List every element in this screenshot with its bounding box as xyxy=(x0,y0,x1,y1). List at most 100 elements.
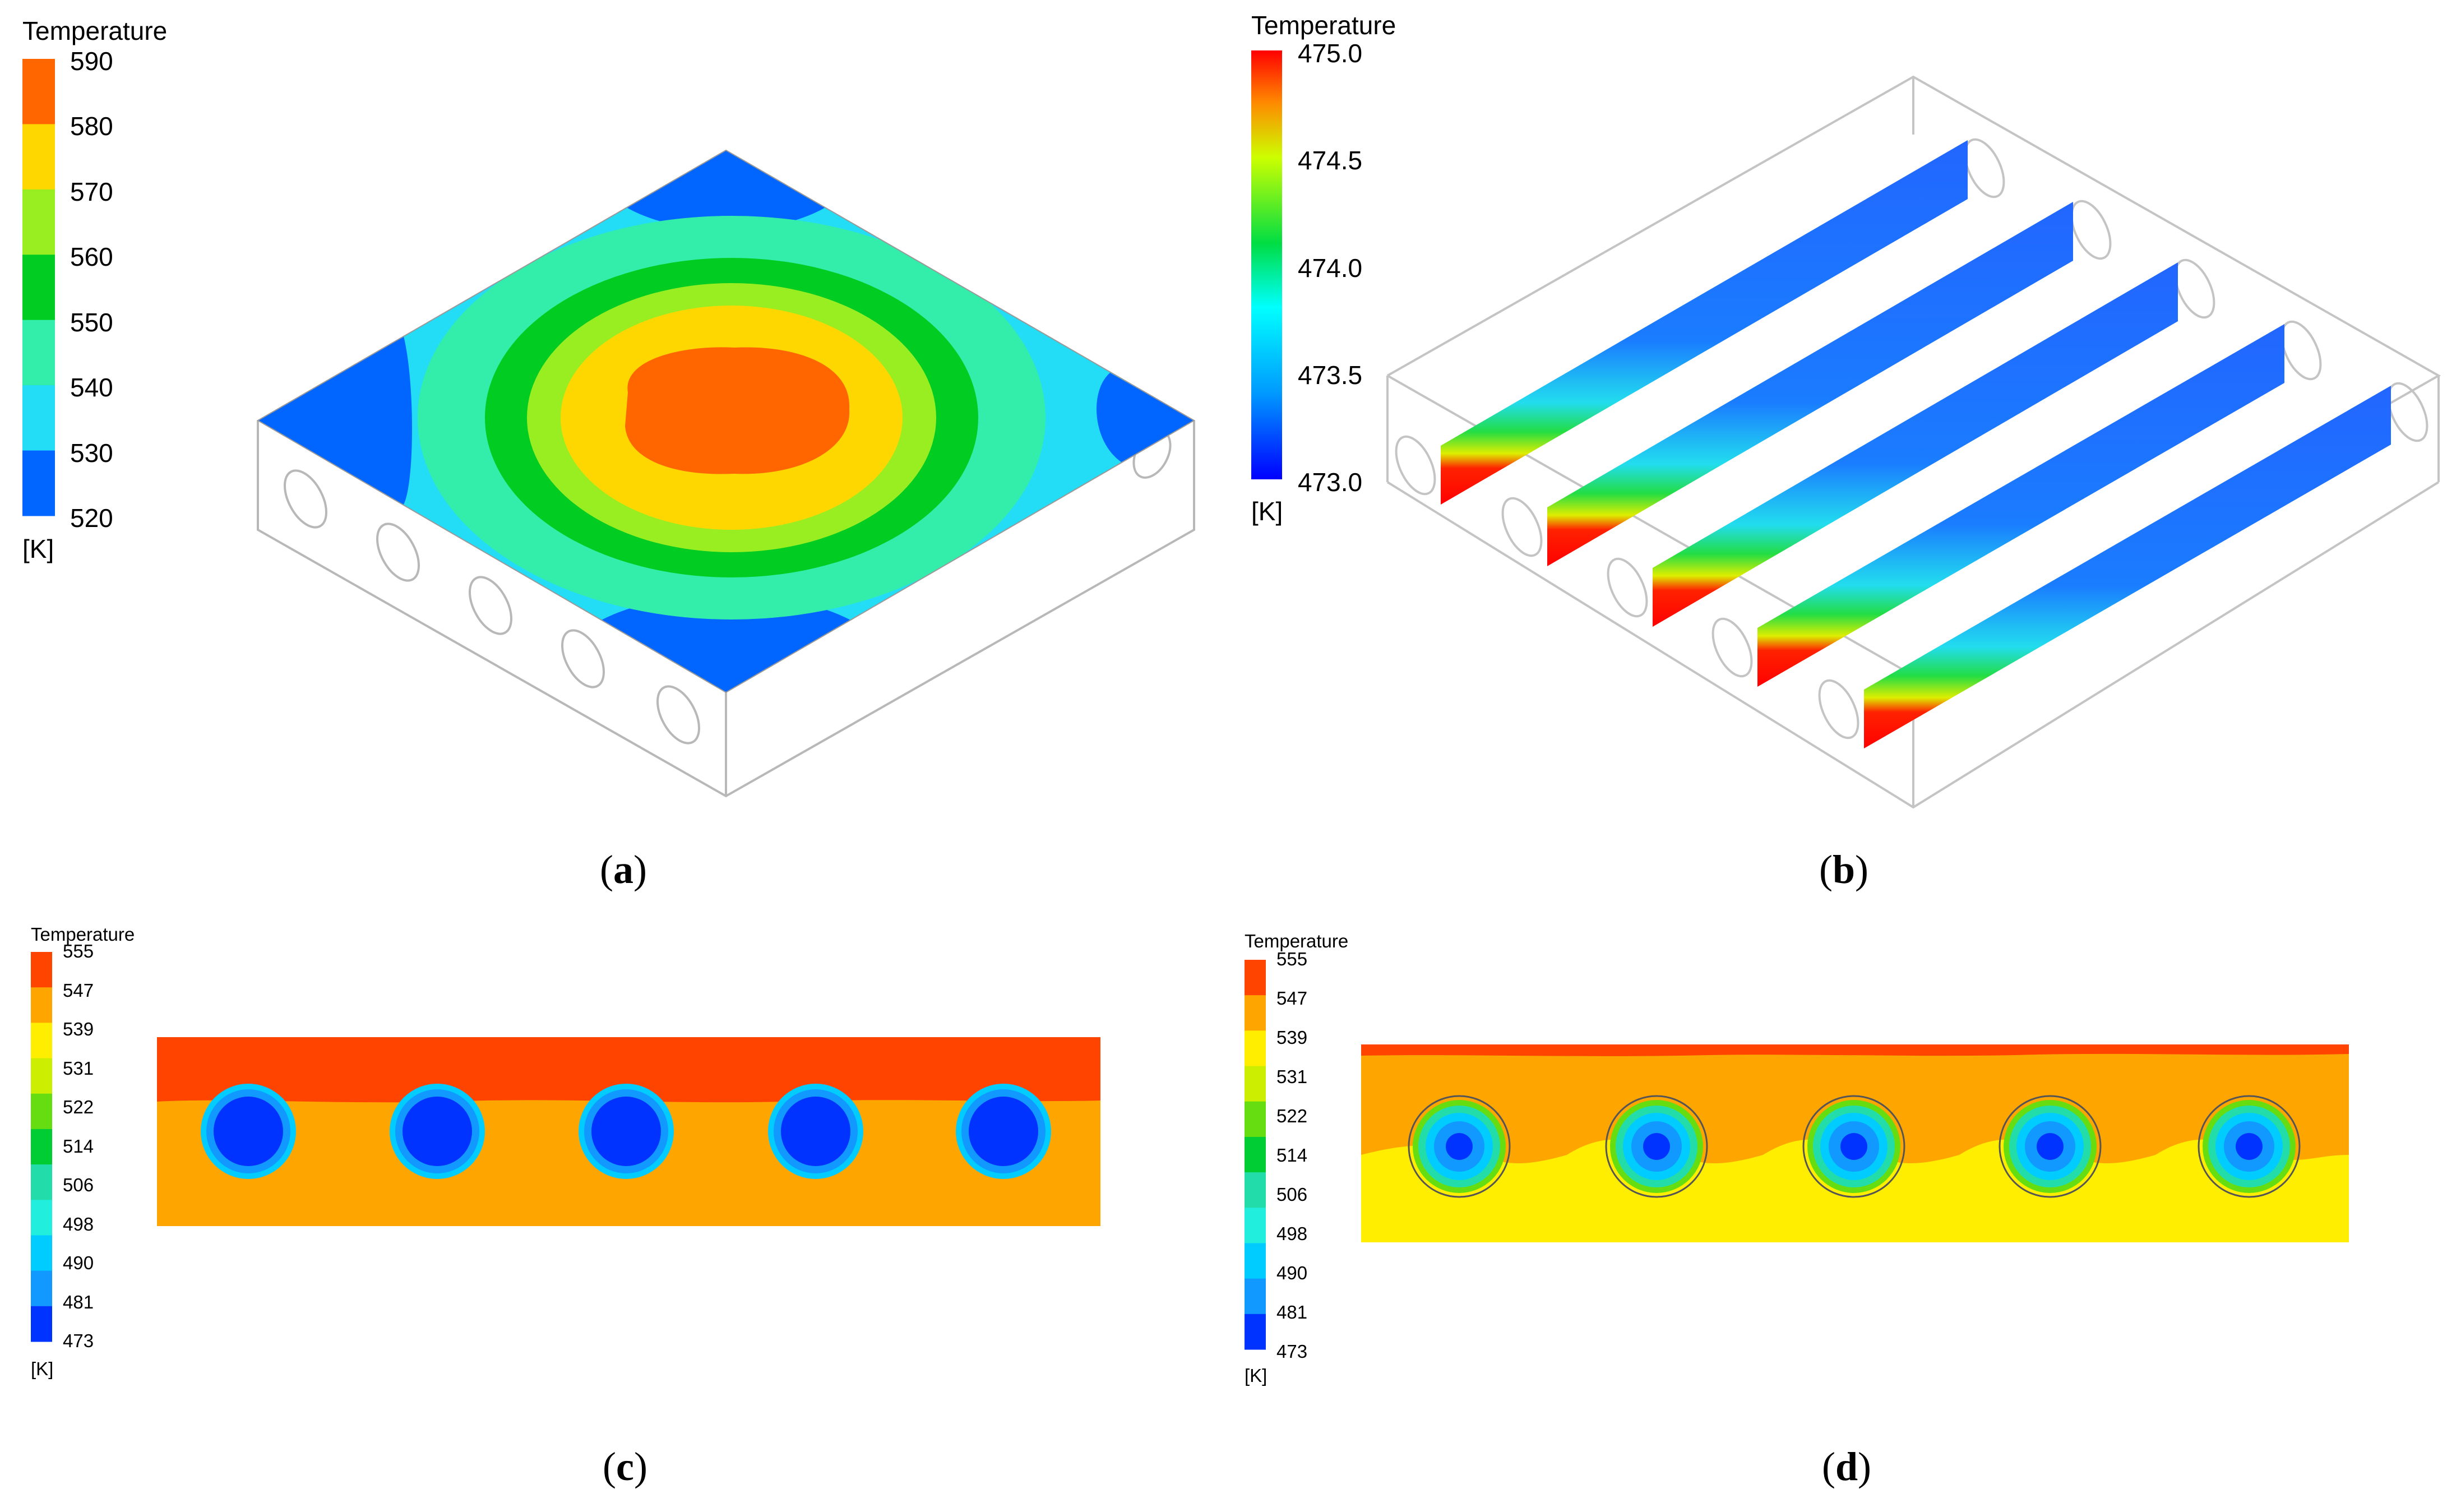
pipe-section xyxy=(768,1084,863,1179)
colorbar-segment xyxy=(22,189,55,255)
colorbar-segment xyxy=(31,987,52,1023)
colorbar-segment xyxy=(22,124,55,190)
colorbar-segment xyxy=(1245,1314,1266,1350)
legend-tick-label: 498 xyxy=(63,1213,94,1234)
pipe-circles-d xyxy=(1408,1095,2301,1198)
legend-tick-label: 540 xyxy=(70,373,113,403)
legend-tick-label: 520 xyxy=(70,503,113,533)
pipe-section xyxy=(1605,1095,1708,1198)
colorbar-segment xyxy=(1245,1208,1266,1243)
legend-tick-label: 506 xyxy=(63,1175,94,1195)
caption-c: (c) xyxy=(603,1444,647,1489)
legend-c-colorbar xyxy=(31,952,52,1342)
cross-section-d xyxy=(1361,1044,2349,1242)
colorbar-segment xyxy=(1245,995,1266,1031)
panel-b: Temperature [K] 475.0 474.5 474.0 473.5 473.… xyxy=(1230,0,2461,919)
pipe-section xyxy=(579,1084,674,1179)
pipe-slab xyxy=(1653,262,2178,627)
cross-section-c xyxy=(157,1037,1100,1226)
colorbar-segment xyxy=(1245,1243,1266,1279)
pipe-section xyxy=(1999,1095,2102,1198)
legend-b-title: Temperature xyxy=(1251,11,1396,40)
legend-tick-label: 490 xyxy=(1276,1263,1308,1283)
panel-b-graphic xyxy=(1251,50,2441,809)
caption-d: (d) xyxy=(1822,1444,1872,1489)
panel-c: Temperature [K] 555 547 539 531 522 514 506 498… xyxy=(0,919,1230,1512)
colorbar-segment xyxy=(31,1023,52,1059)
legend-tick-label: 555 xyxy=(1276,949,1308,969)
legend-tick-label: 514 xyxy=(63,1135,94,1157)
pipe-slab xyxy=(1864,386,2391,748)
pipe-section xyxy=(390,1084,485,1179)
face-a-outline xyxy=(257,149,1195,693)
pipe-section xyxy=(2198,1095,2301,1198)
colorbar-segment xyxy=(22,320,55,386)
panel-d-graphic xyxy=(1245,960,2349,1350)
legend-tick-label: 474.0 xyxy=(1298,253,1363,283)
colorbar-segment xyxy=(1245,1136,1266,1173)
contour-face-a xyxy=(258,150,1194,692)
legend-tick-label: 547 xyxy=(1276,988,1308,1009)
legend-tick-label: 531 xyxy=(63,1057,94,1079)
pipe-section xyxy=(1408,1095,1511,1198)
legend-d-unit: [K] xyxy=(1245,1365,1267,1386)
pipe-slab xyxy=(1547,202,2073,566)
legend-tick-label: 473.0 xyxy=(1298,468,1363,497)
legend-tick-label: 522 xyxy=(63,1097,94,1117)
legend-d-title: Temperature xyxy=(1245,931,1349,951)
colorbar-segment xyxy=(1245,960,1266,996)
pipe-section xyxy=(1802,1095,1905,1198)
colorbar-segment xyxy=(31,1200,52,1236)
legend-a-colorbar xyxy=(22,59,55,516)
legend-d-colorbar xyxy=(1245,960,1266,1350)
legend-tick-label: 555 xyxy=(63,941,94,961)
legend-tick-label: 560 xyxy=(70,242,113,272)
pipe-slab xyxy=(1441,140,1968,505)
colorbar-segment xyxy=(1245,1278,1266,1315)
legend-tick-label: 550 xyxy=(70,307,113,337)
legend-a-title: Temperature xyxy=(22,16,168,45)
legend-tick-label: 474.5 xyxy=(1298,146,1363,175)
colorbar-segment xyxy=(31,1164,52,1200)
pipe-section xyxy=(201,1084,296,1179)
colorbar-segment xyxy=(31,1129,52,1165)
colorbar-segment xyxy=(31,1270,52,1307)
legend-b-colorbar xyxy=(1251,50,1282,479)
legend-tick-label: 590 xyxy=(70,47,113,76)
legend-tick-label: 473.5 xyxy=(1298,360,1363,390)
caption-a: (a) xyxy=(600,847,647,892)
legend-c-title: Temperature xyxy=(31,924,135,945)
legend-tick-label: 539 xyxy=(63,1019,94,1039)
panel-a: Temperature [K] 590 580 570 560 550 540 530 520… xyxy=(0,0,1230,919)
panel-c-graphic xyxy=(31,952,1100,1342)
legend-b-unit: [K] xyxy=(1251,497,1283,526)
legend-tick-label: 531 xyxy=(1276,1066,1308,1087)
colorbar-segment xyxy=(31,1058,52,1094)
colorbar-segment xyxy=(22,450,55,516)
colorbar-segment xyxy=(31,1306,52,1342)
legend-tick-label: 570 xyxy=(70,177,113,206)
legend-tick-label: 514 xyxy=(1276,1145,1308,1166)
box-a-wireframe xyxy=(257,420,1195,798)
pipe-circles-c xyxy=(201,1084,1051,1179)
colorbar-segment xyxy=(1245,1030,1266,1067)
panel-d: Temperature [K] 555 547 539 531 522 514 506 498… xyxy=(1230,919,2461,1512)
legend-tick-label: 506 xyxy=(1276,1184,1308,1205)
colorbar-segment xyxy=(1245,1101,1266,1138)
legend-tick-label: 522 xyxy=(1276,1106,1308,1126)
legend-tick-label: 498 xyxy=(1276,1223,1308,1244)
colorbar-segment xyxy=(1245,1066,1266,1102)
pipe-slabs-b xyxy=(1441,140,2391,748)
pipe-section xyxy=(956,1084,1051,1179)
panel-a-graphic xyxy=(22,59,1195,798)
colorbar-segment xyxy=(31,1093,52,1130)
legend-tick-label: 530 xyxy=(70,438,113,468)
caption-b: (b) xyxy=(1819,847,1869,892)
colorbar-segment xyxy=(31,952,52,988)
legend-a-unit: [K] xyxy=(22,534,54,563)
colorbar-segment xyxy=(22,385,55,451)
legend-tick-label: 475.0 xyxy=(1298,39,1363,68)
colorbar-segment xyxy=(22,255,55,321)
legend-tick-label: 481 xyxy=(1276,1302,1308,1323)
colorbar-segment xyxy=(22,59,55,124)
